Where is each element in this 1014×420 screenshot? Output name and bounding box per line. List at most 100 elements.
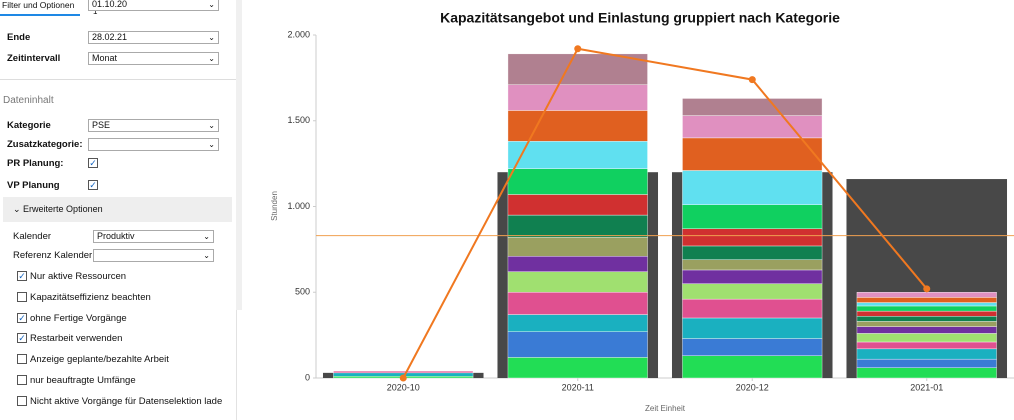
load-segment <box>856 326 997 334</box>
dropdown-arrow: ⌄ <box>208 140 215 149</box>
field-dropdown[interactable]: Produktiv ⌄ <box>93 230 214 243</box>
dropdown-arrow: ⌄ <box>208 0 215 9</box>
dropdown-value: Monat <box>92 53 118 63</box>
option-label: Nur aktive Ressourcen <box>30 271 127 282</box>
load-segment <box>856 333 997 343</box>
dropdown-arrow: ⌄ <box>208 121 215 130</box>
load-segment <box>333 370 474 374</box>
load-segment <box>682 269 823 284</box>
option-label: Restarbeit verwenden <box>30 333 123 345</box>
load-segment <box>682 355 823 379</box>
field-dropdown[interactable]: ⌄ <box>93 249 214 262</box>
load-segment <box>856 316 997 322</box>
x-tick-label: 2020-10 <box>387 382 420 392</box>
load-segment <box>507 84 648 111</box>
x-tick-label: 2020-11 <box>562 382 594 392</box>
filter-panel: Filter und Optionen » 1 Dateninhalt ⌄ Er… <box>0 0 237 420</box>
load-segment <box>682 338 823 356</box>
dropdown-value: 01.10.20 <box>92 0 128 9</box>
load-segment <box>507 256 648 272</box>
load-segment <box>507 110 648 142</box>
x-axis-label: Zeit Einheit <box>645 404 686 413</box>
field-dropdown[interactable]: 28.02.21 ⌄ <box>88 31 219 44</box>
planning-checkbox[interactable]: ✓ <box>88 180 98 190</box>
tab-count: 1 <box>93 7 98 16</box>
load-segment <box>507 357 648 379</box>
advanced-text: Erweiterte Optionen <box>23 204 103 214</box>
section-title: Dateninhalt <box>3 95 54 106</box>
load-segment <box>856 348 997 360</box>
demand-point <box>748 76 756 84</box>
load-segment <box>682 298 823 319</box>
option-label: nur beauftragte Umfänge <box>30 375 136 386</box>
load-segment <box>682 317 823 339</box>
load-segment <box>682 228 823 247</box>
x-tick-label: 2021-01 <box>910 382 943 392</box>
advanced-header[interactable]: ⌄ Erweiterte Optionen <box>3 197 232 222</box>
y-tick-label: 0 <box>305 372 310 382</box>
option-checkbox[interactable] <box>17 291 27 302</box>
option-checkbox[interactable] <box>17 354 27 365</box>
option-checkbox[interactable]: ✓ <box>17 312 27 323</box>
field-label: Ende <box>7 32 31 43</box>
planning-checkbox[interactable]: ✓ <box>88 158 98 168</box>
load-segment <box>507 271 648 293</box>
load-segment <box>682 283 823 300</box>
option-checkbox[interactable] <box>17 375 27 385</box>
field-dropdown[interactable]: 01.10.20 ⌄ <box>88 0 219 11</box>
load-segment <box>856 367 997 379</box>
y-tick-label: 1.000 <box>287 201 310 211</box>
option-label: Kapazitätseffizienz beachten <box>30 291 151 303</box>
scrollbar[interactable] <box>236 0 242 310</box>
load-segment <box>682 245 823 260</box>
option-label: Anzeige geplante/bezahlte Arbeit <box>30 354 169 366</box>
load-segment <box>507 292 648 315</box>
load-segment <box>856 341 997 350</box>
dropdown-value: PSE <box>92 120 111 130</box>
option-checkbox[interactable] <box>17 395 27 406</box>
dropdown-value: Produktiv <box>97 231 135 241</box>
demand-point <box>574 45 582 53</box>
field-dropdown[interactable]: PSE ⌄ <box>88 119 219 132</box>
demand-point <box>923 285 931 293</box>
dropdown-arrow: ⌄ <box>208 54 215 63</box>
advanced-label: ⌄ Erweiterte Optionen <box>13 204 103 214</box>
load-segment <box>682 98 823 116</box>
dropdown-arrow: ⌄ <box>208 33 215 42</box>
field-dropdown[interactable]: Monat ⌄ <box>88 52 219 65</box>
load-segment <box>507 314 648 332</box>
tab[interactable]: Filter und Optionen <box>0 0 80 16</box>
option-checkbox[interactable]: ✓ <box>17 271 27 281</box>
field-label: VP Planung <box>7 180 60 191</box>
field-dropdown[interactable]: ⌄ <box>88 138 219 151</box>
load-segment <box>682 259 823 271</box>
y-tick-label: 1.500 <box>287 115 310 125</box>
x-tick-label: 2020-12 <box>736 382 769 392</box>
option-checkbox[interactable]: ✓ <box>17 333 27 344</box>
load-segment <box>682 115 823 139</box>
y-axis-label: Stunden <box>270 191 279 221</box>
load-segment <box>856 358 997 368</box>
demand-line <box>402 47 928 379</box>
field-label: PR Planung: <box>7 158 64 169</box>
tab-label: Filter und Optionen <box>2 0 75 10</box>
demand-point <box>399 374 407 382</box>
load-segment <box>856 321 997 327</box>
y-tick-label: 500 <box>295 287 310 297</box>
dropdown-arrow: ⌄ <box>203 251 210 260</box>
load-segment <box>682 204 823 229</box>
load-segment <box>856 310 997 317</box>
load-segment <box>856 305 997 312</box>
field-label: Kategorie <box>7 120 51 131</box>
field-label: Zusatzkategorie: <box>7 139 83 150</box>
load-segment <box>856 292 997 298</box>
option-label: ohne Fertige Vorgänge <box>30 312 127 324</box>
load-segment <box>856 297 997 303</box>
dropdown-arrow: ⌄ <box>203 232 210 241</box>
load-segment <box>682 170 823 205</box>
field-label: Kalender <box>13 231 52 242</box>
load-segment <box>856 302 997 307</box>
load-segment <box>682 137 823 171</box>
